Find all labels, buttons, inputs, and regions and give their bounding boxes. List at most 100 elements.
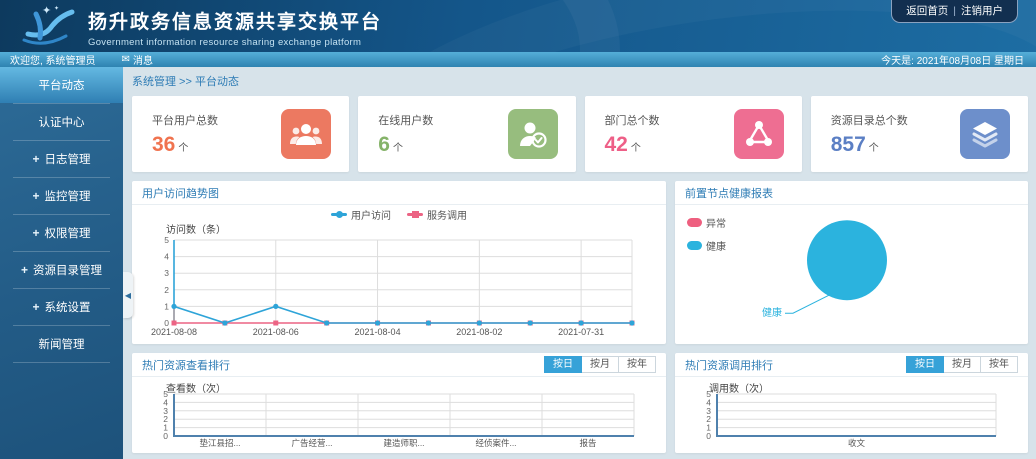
stat-card: 资源目录总个数 857 个 [810,96,1028,172]
svg-text:建造师职...: 建造师职... [383,438,424,448]
separator [13,214,110,215]
main-content: 系统管理 >> 平台动态 平台用户总数 36 个在线用户数 6 个部门总个数 42 个资源目… [123,67,1036,459]
sidebar-item-label: 资源目录管理 [33,265,102,277]
stat-cards-row: 平台用户总数 36 个 在线用户数 6 个 部门总个数 42 个 资源目录总个数 857 个 [132,96,1028,172]
sidebar-item-label: 认证中心 [38,117,85,129]
welcome-bar: 欢迎您, 系统管理员 ✉ 消息 今天是: 2021年08月08日 星期日 [0,52,1036,67]
tab-by-day[interactable]: 按日 [906,356,944,373]
app-title: 扬升政务信息资源共享交换平台 [88,12,383,33]
circle-marker-icon [331,210,347,218]
pie-chart-legend: 异常 健康 [687,215,726,261]
health-pie-chart: 健康 [762,220,887,319]
svg-text:✦: ✦ [54,5,59,12]
app-logo-icon: ✦ ✦ [22,5,75,45]
sidebar-item[interactable]: + 监控管理 [0,178,123,214]
app-header: ✦ ✦ 扬升政务信息资源共享交换平台 Government informatio… [0,0,1036,52]
panel-user-visit-trend: 用户访问趋势图 用户访问 服务调用 访问数（条） 0 1 2 3 4 5 2021-08-08… [132,181,666,344]
legend-item[interactable]: 用户访问 [331,207,391,222]
svg-text:4: 4 [706,397,711,407]
breadcrumb: 系统管理 >> 平台动态 [132,76,239,88]
sidebar-item[interactable]: + 权限管理 [0,215,123,251]
separator [13,251,110,252]
tab-by-month[interactable]: 按月 [944,356,981,373]
svg-text:0: 0 [163,431,168,441]
stat-card-label: 平台用户总数 [152,114,218,127]
sidebar-collapse-handle[interactable]: ◀ [123,272,133,318]
separator [13,362,110,363]
stat-card-text: 资源目录总个数 857 个 [831,112,908,157]
org-icon [733,109,784,159]
svg-text:2: 2 [706,414,711,424]
svg-text:2021-08-04: 2021-08-04 [355,327,401,337]
plus-icon: + [32,152,40,166]
legend-item[interactable]: 异常 [687,215,726,230]
svg-text:5: 5 [164,235,169,245]
separator [13,140,110,141]
panel-title: 用户访问趋势图 [142,187,219,200]
visits-line-chart: 0 1 2 3 4 5 2021-08-08 2021-08-06 2021-08-04 2021… [151,235,635,337]
plus-icon: + [20,263,28,277]
tab-by-month[interactable]: 按月 [582,356,619,373]
sidebar-item-label: 权限管理 [44,228,91,240]
separator [13,103,110,104]
sidebar-item[interactable]: + 日志管理 [0,141,123,177]
legend-item[interactable]: 健康 [687,238,726,253]
stat-card-unit: 个 [630,142,641,154]
pill-marker-icon [687,218,702,227]
stat-card-value: 36 个 [152,132,189,156]
svg-text:2: 2 [164,285,169,295]
svg-text:0: 0 [706,431,711,441]
plus-icon: + [32,300,40,314]
pill-marker-icon [687,241,702,250]
stat-card-unit: 个 [178,142,189,154]
svg-text:5: 5 [163,391,168,399]
sidebar-item[interactable]: 平台动态 [0,67,123,103]
svg-text:2021-08-08: 2021-08-08 [151,327,197,337]
stat-card: 部门总个数 42 个 [584,96,802,172]
stat-card-value: 42 个 [604,132,641,156]
sidebar-item[interactable]: + 系统设置 [0,289,123,325]
separator [13,288,110,289]
stat-card-text: 平台用户总数 36 个 [152,112,218,157]
stat-card-label: 在线用户数 [378,114,434,127]
svg-text:2021-07-31: 2021-07-31 [558,327,604,337]
panel-node-health: 前置节点健康报表 异常 健康 健康 [675,181,1028,344]
stat-card-text: 在线用户数 6 个 [378,112,433,157]
svg-text:报告: 报告 [579,438,596,448]
tab-by-year[interactable]: 按年 [981,356,1018,373]
sidebar-item[interactable]: 新闻管理 [0,326,123,362]
svg-text:3: 3 [164,268,169,278]
svg-text:4: 4 [164,252,169,262]
stat-card: 平台用户总数 36 个 [132,96,350,172]
users-icon [281,109,332,159]
sidebar-item[interactable]: 认证中心 [0,104,123,140]
link-separator: | [953,5,956,17]
sidebar-item[interactable]: + 资源目录管理 [0,252,123,288]
svg-text:2021-08-02: 2021-08-02 [456,327,502,337]
session-badge: 返回首页 | 注销用户 [891,0,1018,23]
logout-link[interactable]: 注销用户 [961,5,1003,17]
app-subtitle: Government information resource sharing … [88,37,362,48]
chevron-left-icon: ◀ [124,290,132,300]
line-chart-legend: 用户访问 服务调用 [132,205,666,222]
y-axis-label: 查看数（次） [166,384,226,395]
sidebar-menu: 平台动态 认证中心 + 日志管理 + 监控管理 + 权限管理 + 资源目录管理 + 系统设置 新闻管理 [0,67,123,363]
plus-icon: + [32,226,40,240]
home-link[interactable]: 返回首页 [906,5,949,17]
envelope-icon: ✉ [121,53,130,65]
panel-title: 热门资源调用排行 [685,359,773,372]
svg-text:3: 3 [706,406,711,416]
tab-by-day[interactable]: 按日 [544,356,582,373]
welcome-text: 欢迎您, 系统管理员 [10,56,96,67]
stat-card-label: 资源目录总个数 [830,114,908,127]
y-axis-label: 访问数（条） [166,225,226,236]
stat-card-label: 部门总个数 [604,114,660,127]
svg-text:2021-08-06: 2021-08-06 [253,327,299,337]
legend-item[interactable]: 服务调用 [407,207,467,222]
messages-link[interactable]: ✉ 消息 [122,52,153,67]
plus-icon: + [32,189,40,203]
tab-by-year[interactable]: 按年 [619,356,656,373]
